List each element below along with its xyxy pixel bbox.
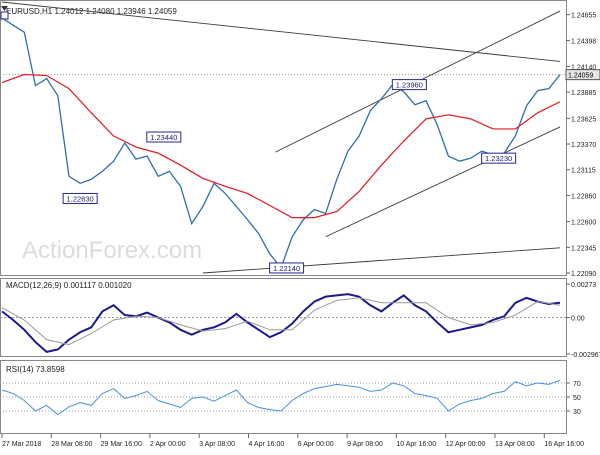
- price-series-line: [1, 17, 561, 270]
- price-annotation-box: [269, 262, 305, 274]
- rsi-y-tick-label: 50: [573, 395, 581, 402]
- rsi-panel-frame: [0, 360, 567, 434]
- rsi-series-line: [1, 379, 561, 416]
- object-marker-icon[interactable]: [0, 11, 9, 20]
- x-tick-label: 29 Mar 16:00: [101, 441, 142, 448]
- price-y-tick-label: 1.23625: [571, 116, 596, 123]
- price-y-tick-label: 1.23370: [571, 142, 596, 149]
- price-y-tick-label: 1.22860: [571, 193, 596, 200]
- trendline-3: [202, 247, 561, 274]
- x-tick-label: 27 Mar 2018: [2, 441, 41, 448]
- macd-panel: [0, 293, 566, 353]
- x-tick-label: 6 Apr 00:00: [298, 441, 334, 448]
- rsi-panel-title: RSI(14) 73.8598: [6, 365, 65, 374]
- price-y-tick-label: 1.24655: [571, 13, 596, 20]
- x-tick-label: 16 Apr 16:00: [544, 441, 584, 448]
- macd-panel-title: MACD(12,26,9) 0.001117 0.001020: [6, 281, 132, 290]
- x-tick-label: 4 Apr 16:00: [249, 441, 285, 448]
- trendline-2: [1, 1, 561, 62]
- price-y-tick-label: 1.23885: [571, 90, 596, 97]
- x-tick-label: 9 Apr 08:00: [347, 441, 383, 448]
- trendline-1: [325, 126, 561, 238]
- price-annotation-label: 1.22830: [67, 194, 94, 203]
- price-annotation-label: 1.23230: [485, 154, 512, 163]
- price-annotation-box: [391, 79, 427, 91]
- macd-signal-line: [1, 297, 561, 346]
- x-tick-label: 28 Mar 08:00: [51, 441, 92, 448]
- macd-y-tick-label: 0.00: [571, 316, 585, 323]
- price-annotation-box: [146, 131, 182, 143]
- price-annotation-box: [62, 192, 98, 204]
- rsi-y-tick-label: 70: [573, 381, 581, 388]
- rsi-y-tick-label: 30: [573, 409, 581, 416]
- x-tick-label: 12 Apr 00:00: [446, 441, 486, 448]
- x-tick-label: 3 Apr 08:00: [199, 441, 235, 448]
- macd-series-line: [1, 293, 561, 353]
- macd-y-tick-label: 0.00273: [571, 282, 596, 289]
- axes: 1.24655 1.24398 1.24140 1.23885 1.23625 1.233…: [1, 13, 600, 448]
- price-annotation-label: 1.23440: [150, 133, 177, 142]
- ma-series-line: [1, 73, 561, 219]
- macd-y-tick-label: -0.00296726: [571, 352, 600, 359]
- current-price-label: 1.24059: [568, 73, 593, 80]
- x-tick-label: 10 Apr 16:00: [396, 441, 436, 448]
- price-annotation-label: 1.22140: [273, 264, 300, 273]
- price-panel-frame: [0, 0, 567, 276]
- x-tick-label: 13 Apr 08:00: [495, 441, 535, 448]
- price-y-tick-label: 1.23115: [571, 168, 596, 175]
- price-annotation-label: 1.23960: [396, 81, 423, 90]
- rsi-panel: [0, 379, 566, 416]
- price-annotation-box: [481, 152, 517, 164]
- price-y-tick-label: 1.24140: [571, 64, 596, 71]
- price-y-tick-label: 1.22090: [571, 271, 596, 278]
- current-price-box: [565, 69, 600, 81]
- watermark-text: ActionForex.com: [22, 237, 202, 264]
- price-panel: 1.23440 1.22830 1.22140 1.23960 1.23230: [0, 1, 566, 274]
- x-tick-label: 2 Apr 00:00: [150, 441, 186, 448]
- price-y-tick-label: 1.22600: [571, 220, 596, 227]
- price-y-tick-label: 1.24398: [571, 38, 596, 45]
- price-y-tick-label: 1.22345: [571, 245, 596, 252]
- collapse-arrow-icon[interactable]: [1, 6, 8, 11]
